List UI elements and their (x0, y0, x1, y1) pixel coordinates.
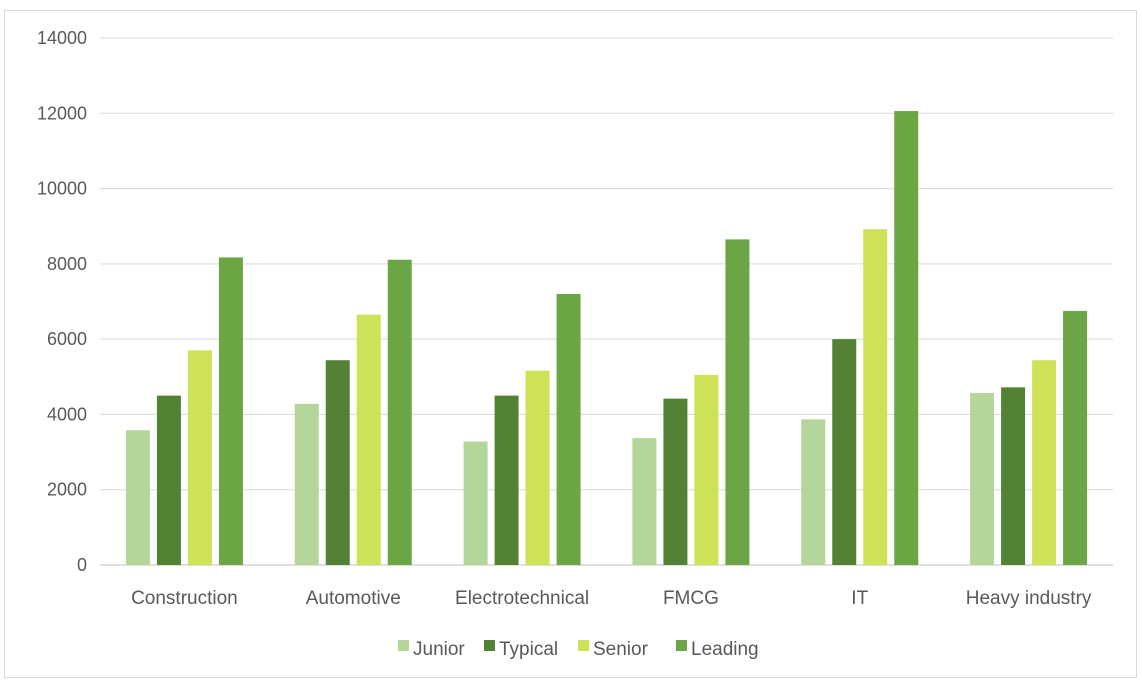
legend: Junior Typical Senior Leading (398, 639, 759, 660)
bar-junior-automotive (294, 403, 319, 565)
bar-leading-electrotechnical (556, 293, 581, 565)
bar-leading-fmcg (725, 239, 750, 565)
bar-senior-heavy-industry (1032, 360, 1057, 565)
bar-senior-construction (187, 350, 212, 565)
bar-senior-automotive (356, 314, 381, 565)
bar-typical-fmcg (663, 398, 688, 565)
y-tick-label: 0 (77, 555, 87, 575)
x-category-label: Heavy industry (966, 588, 1092, 609)
legend-label-typical: Typical (499, 639, 558, 660)
y-tick-label: 4000 (47, 404, 87, 424)
bar-leading-automotive (387, 259, 412, 565)
bar-leading-construction (218, 257, 243, 565)
legend-swatch-typical (484, 640, 495, 651)
y-tick-label: 10000 (37, 179, 87, 199)
y-tick-label: 12000 (37, 103, 87, 123)
legend-swatch-leading (676, 640, 687, 651)
bar-senior-electrotechnical (525, 370, 550, 565)
bar-junior-construction (125, 430, 150, 565)
bar-senior-fmcg (694, 374, 719, 565)
legend-label-junior: Junior (413, 639, 465, 660)
legend-swatch-senior (578, 640, 589, 651)
bar-leading-heavy-industry (1063, 310, 1088, 565)
bar-typical-heavy-industry (1001, 387, 1026, 565)
y-tick-label: 6000 (47, 329, 87, 349)
legend-label-leading: Leading (691, 639, 759, 660)
bar-junior-electrotechnical (463, 441, 488, 565)
x-category-label: Construction (131, 588, 238, 609)
y-tick-label: 14000 (37, 28, 87, 48)
bar-typical-it (832, 339, 857, 565)
x-category-label: Automotive (306, 588, 401, 609)
gridlines (100, 37, 1113, 566)
bar-leading-it (894, 111, 919, 565)
bar-typical-construction (156, 395, 181, 565)
y-axis-ticks: 0 2000 4000 6000 8000 10000 12000 14000 (37, 28, 87, 575)
bar-typical-electrotechnical (494, 395, 519, 565)
y-tick-label: 8000 (47, 254, 87, 274)
bar-junior-heavy-industry (970, 392, 995, 565)
y-tick-label: 2000 (47, 480, 87, 500)
x-axis-labels: Construction Automotive Electrotechnical FM… (131, 588, 1092, 609)
legend-swatch-junior (398, 640, 409, 651)
x-category-label: FMCG (663, 588, 719, 609)
x-category-label: Electrotechnical (455, 588, 589, 609)
legend-label-senior: Senior (593, 639, 649, 660)
bar-typical-automotive (325, 360, 350, 565)
bar-junior-fmcg (632, 438, 657, 565)
bar-senior-it (863, 229, 888, 565)
bars (125, 111, 1088, 565)
x-category-label: IT (851, 588, 868, 609)
bar-junior-it (801, 419, 826, 565)
